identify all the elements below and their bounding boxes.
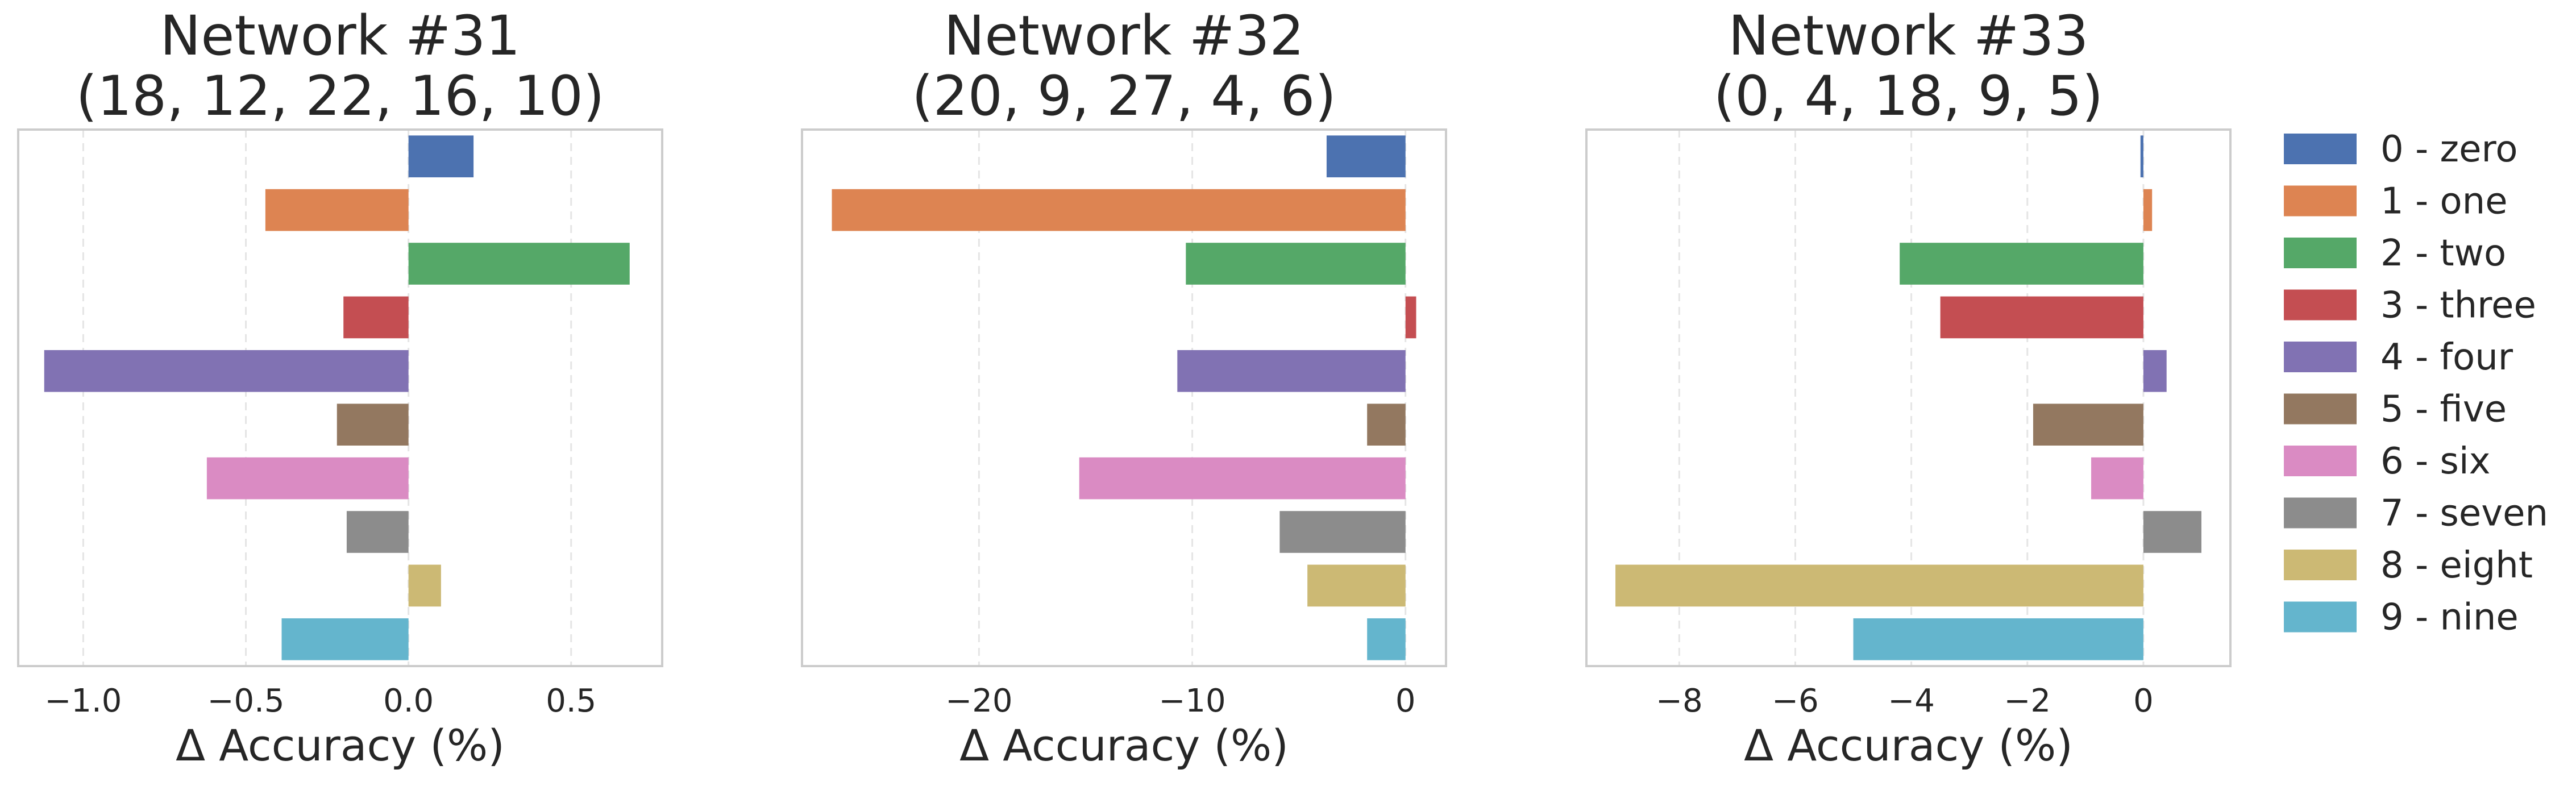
bar-two — [1186, 243, 1406, 285]
legend-swatch — [2284, 393, 2357, 425]
bar-two — [1900, 243, 2143, 285]
legend-label: 6 - six — [2380, 440, 2491, 483]
bar-nine — [1853, 618, 2143, 660]
legend-item: 1 - one — [2284, 181, 2508, 223]
x-axis-label: Δ Accuracy (%) — [176, 720, 505, 771]
panel-subtitle: (0, 4, 18, 9, 5) — [1714, 64, 2104, 128]
panel-1: Network #31(18, 12, 22, 16, 10) −1.0 −0.5 0… — [17, 4, 663, 771]
bar-zero — [1326, 135, 1406, 178]
bar-seven — [1279, 511, 1406, 553]
bar-five — [2033, 404, 2143, 446]
legend-item: 8 - eight — [2284, 544, 2533, 587]
panel-title: Network #32 — [944, 4, 1304, 68]
x-axis-label: Δ Accuracy (%) — [959, 720, 1289, 771]
bar-five — [1367, 404, 1406, 446]
legend-label: 1 - one — [2380, 181, 2508, 223]
legend-swatch — [2284, 185, 2357, 217]
plot-frame — [17, 128, 663, 667]
bar-six — [2091, 457, 2143, 500]
bar-one — [2143, 189, 2153, 231]
bar-eight — [408, 564, 441, 607]
legend-label: 2 - two — [2380, 232, 2506, 275]
legend-item: 2 - two — [2284, 232, 2506, 275]
chart-panels: Network #31(18, 12, 22, 16, 10) −1.0 −0.5 0… — [17, 4, 2232, 771]
x-tick-label: −20 — [945, 683, 1012, 720]
x-tick-label: −0.5 — [207, 683, 285, 720]
plot-frame — [801, 128, 1447, 667]
bar-zero — [408, 135, 474, 178]
legend-label: 3 - three — [2380, 285, 2536, 327]
bar-three — [343, 296, 409, 339]
bar-three — [1940, 296, 2143, 339]
legend-item: 5 - five — [2284, 389, 2507, 431]
panel-subtitle: (18, 12, 22, 16, 10) — [76, 64, 605, 128]
legend-item: 9 - nine — [2284, 597, 2519, 639]
legend-swatch — [2284, 550, 2357, 580]
bar-one — [832, 189, 1406, 231]
bar-nine — [281, 618, 409, 660]
legend-label: 0 - zero — [2380, 128, 2518, 170]
bar-zero — [2140, 135, 2143, 178]
plot-frame — [1585, 128, 2232, 667]
legend-label: 7 - seven — [2380, 493, 2548, 535]
x-tick-label: 0 — [2133, 683, 2154, 720]
bar-nine — [1367, 618, 1406, 660]
legend-label: 4 - four — [2380, 336, 2513, 379]
panel-subtitle: (20, 9, 27, 4, 6) — [912, 64, 1336, 128]
legend-swatch — [2284, 601, 2357, 633]
bar-four — [44, 350, 409, 392]
x-tick-label: −4 — [1888, 683, 1935, 720]
panel-3: Network #33(0, 4, 18, 9, 5) −8 −6 −4 −2 0 Δ Ac… — [1585, 4, 2232, 771]
bar-two — [408, 243, 630, 285]
legend-swatch — [2284, 342, 2357, 372]
x-tick-label: −1.0 — [44, 683, 122, 720]
legend-item: 7 - seven — [2284, 493, 2548, 535]
legend-label: 5 - five — [2380, 389, 2507, 431]
bar-four — [1177, 350, 1406, 392]
x-tick-label: 0.5 — [546, 683, 596, 720]
legend-swatch — [2284, 134, 2357, 164]
x-axis-label: Δ Accuracy (%) — [1744, 720, 2073, 771]
legend-swatch — [2284, 289, 2357, 321]
legend-label: 8 - eight — [2380, 544, 2533, 587]
panel-title: Network #33 — [1729, 4, 2089, 68]
bar-seven — [2143, 511, 2201, 553]
x-tick-label: 0 — [1395, 683, 1416, 720]
legend-item: 3 - three — [2284, 285, 2536, 327]
legend-swatch — [2284, 238, 2357, 268]
bar-three — [1405, 296, 1416, 339]
bar-six — [1079, 457, 1406, 500]
legend-item: 0 - zero — [2284, 128, 2518, 170]
bar-one — [265, 189, 409, 231]
x-tick-label: −6 — [1772, 683, 1819, 720]
panel-title: Network #31 — [160, 4, 521, 68]
x-tick-label: 0.0 — [383, 683, 434, 720]
x-tick-label: −8 — [1656, 683, 1703, 720]
legend-item: 4 - four — [2284, 336, 2513, 379]
panel-2: Network #32(20, 9, 27, 4, 6) −20 −10 0 Δ Acc… — [801, 4, 1447, 771]
legend-label: 9 - nine — [2380, 597, 2519, 639]
legend-item: 6 - six — [2284, 440, 2491, 483]
legend: 0 - zero 1 - one 2 - two 3 - three 4 - four 5… — [2284, 128, 2548, 639]
legend-swatch — [2284, 497, 2357, 529]
x-tick-label: −10 — [1158, 683, 1225, 720]
bar-eight — [1615, 564, 2143, 607]
bar-five — [336, 404, 409, 446]
x-tick-label: −2 — [2004, 683, 2051, 720]
bar-eight — [1307, 564, 1406, 607]
legend-swatch — [2284, 446, 2357, 476]
bar-seven — [346, 511, 409, 553]
bar-six — [206, 457, 409, 500]
bar-four — [2143, 350, 2167, 392]
